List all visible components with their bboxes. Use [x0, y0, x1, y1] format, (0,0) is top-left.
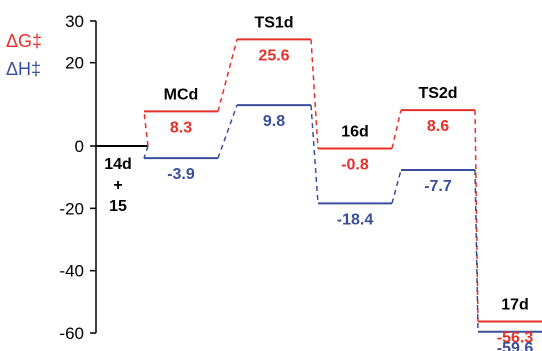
value-label: -0.8	[341, 156, 369, 173]
connector-dash	[143, 145, 149, 159]
y-tick-label: 20	[65, 54, 84, 73]
value-label: -59.6	[497, 340, 534, 351]
value-label: -18.4	[337, 211, 374, 228]
legend-entry: ΔG‡	[6, 31, 42, 51]
y-tick-label: 0	[75, 137, 84, 156]
reference-state: 14d +15	[96, 145, 148, 215]
value-label: 8.6	[427, 118, 449, 135]
state-label: 16d	[341, 123, 369, 140]
connector-dash	[310, 105, 319, 204]
value-label: 25.6	[258, 47, 289, 64]
legend: ΔG‡ ΔH‡	[6, 31, 42, 79]
y-tick-label: -40	[59, 262, 84, 281]
state-label: TS2d	[418, 85, 457, 102]
reference-label: +	[113, 177, 122, 194]
connector-dash	[391, 109, 402, 149]
connector-dash	[143, 111, 149, 147]
state-label: TS1d	[254, 14, 293, 31]
connector-dash	[310, 39, 319, 149]
connector-dash	[391, 169, 402, 204]
energy-labels: 8.3 25.6 -0.8 8.6 -56.3 -3.9 9.8 -18.4 -7.7 -59.6…	[164, 14, 534, 351]
value-label: -56.3	[497, 329, 534, 346]
value-label: 8.3	[170, 119, 192, 136]
state-label: 17d	[501, 296, 529, 313]
reference-label: 15	[109, 198, 127, 215]
value-label: 9.8	[263, 113, 285, 130]
connector-dash	[217, 39, 238, 112]
y-tick-label: -60	[59, 324, 84, 343]
y-axis: 30 20 0 -20 -40 -60	[59, 12, 97, 343]
legend-entry: ΔH‡	[6, 59, 41, 79]
state-label: MCd	[164, 86, 199, 103]
energy-levels	[143, 38, 542, 333]
connector-dash	[217, 104, 238, 159]
value-label: -3.9	[167, 166, 195, 183]
value-label: -7.7	[424, 178, 452, 195]
reference-label: 14d	[104, 156, 132, 173]
y-tick-label: 30	[65, 12, 84, 31]
y-tick-label: -20	[59, 199, 84, 218]
